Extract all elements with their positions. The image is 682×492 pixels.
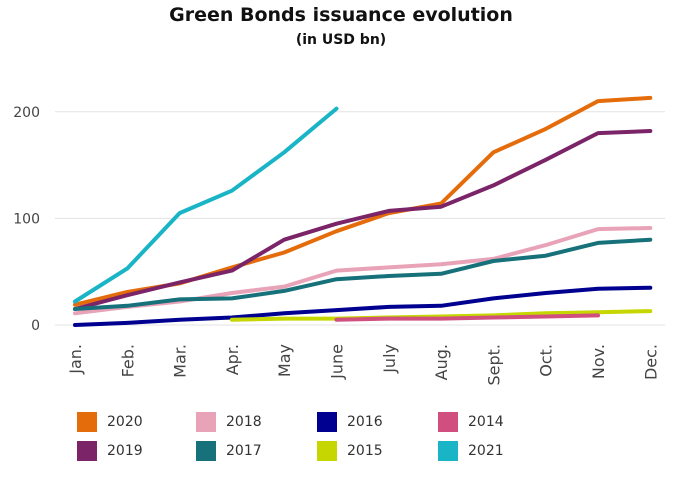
legend-swatch	[77, 412, 97, 432]
legend-label: 2018	[226, 414, 262, 430]
legend-swatch	[317, 412, 337, 432]
series-line-2020	[73, 95, 653, 307]
x-tick-label: Dec.	[641, 344, 660, 380]
series-line-2014	[334, 313, 600, 322]
y-tick-label: 200	[13, 105, 40, 121]
legend-label: 2016	[347, 414, 383, 430]
series-line-2016	[73, 285, 653, 327]
x-tick-label: June	[328, 344, 347, 380]
legend-item-2017: 2017	[196, 441, 262, 461]
legend-item-2021: 2021	[438, 441, 504, 461]
legend-label: 2020	[107, 414, 143, 430]
legend-label: 2019	[107, 443, 143, 459]
x-tick-label: May	[275, 344, 294, 377]
series-line-2017	[73, 237, 653, 311]
series-line-2021	[73, 106, 339, 304]
x-tick-label: July	[380, 344, 399, 374]
x-tick-label: Mar.	[171, 344, 190, 378]
series-line-2019	[73, 129, 653, 311]
series-line-2015	[229, 309, 653, 322]
legend-item-2020: 2020	[77, 412, 143, 432]
legend-swatch	[317, 441, 337, 461]
x-tick-label: Nov.	[589, 344, 608, 379]
legend-item-2014: 2014	[438, 412, 504, 432]
legend-swatch	[77, 441, 97, 461]
chart-subtitle: (in USD bn)	[295, 32, 387, 48]
x-tick-label: Sept.	[484, 344, 503, 386]
legend-label: 2015	[347, 443, 383, 459]
chart-title: Green Bonds issuance evolution	[169, 4, 513, 26]
legend-item-2018: 2018	[196, 412, 262, 432]
series-lines	[73, 95, 653, 327]
x-tick-label: Apr.	[223, 344, 242, 375]
y-tick-label: 0	[31, 318, 40, 334]
legend-swatch	[438, 441, 458, 461]
legend-item-2019: 2019	[77, 441, 143, 461]
x-tick-label: Feb.	[118, 344, 137, 377]
legend-label: 2021	[468, 443, 504, 459]
legend-label: 2014	[468, 414, 504, 430]
legend-item-2016: 2016	[317, 412, 383, 432]
x-tick-label: Jan.	[66, 344, 85, 375]
legend-label: 2017	[226, 443, 262, 459]
legend-swatch	[196, 412, 216, 432]
legend-swatch	[196, 441, 216, 461]
x-axis-ticks: Jan. Feb. Mar. Apr. May June July Aug. Sept. Oct.…	[66, 344, 660, 386]
x-tick-label: Oct.	[537, 344, 556, 377]
legend-swatch	[438, 412, 458, 432]
y-tick-label: 100	[13, 211, 40, 227]
y-axis-ticks: 0 100 200	[13, 105, 40, 334]
legend-item-2015: 2015	[317, 441, 383, 461]
x-tick-label: Aug.	[432, 344, 451, 380]
